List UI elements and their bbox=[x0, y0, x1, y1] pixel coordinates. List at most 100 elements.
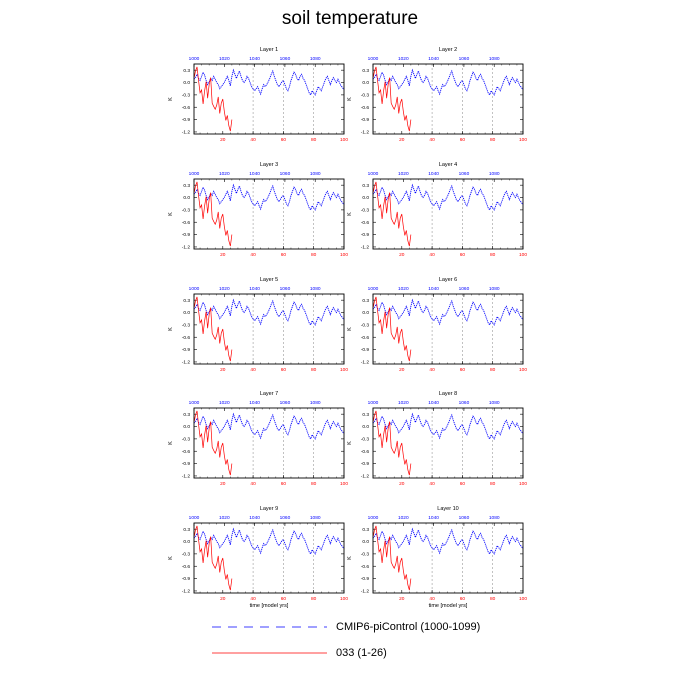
plot-frame bbox=[193, 63, 345, 135]
x-tick-label: 60 bbox=[281, 252, 287, 258]
plot-frame bbox=[193, 293, 345, 365]
y-tick-label: -1.2 bbox=[182, 589, 191, 595]
series-line-experiment bbox=[193, 181, 233, 247]
x-tick-label: 80 bbox=[311, 252, 317, 258]
y-axis-label: K bbox=[347, 556, 353, 560]
top-tick-label: 1080 bbox=[310, 56, 321, 62]
y-tick-label: -0.3 bbox=[182, 436, 191, 442]
y-tick-label: 0.3 bbox=[183, 527, 190, 533]
y-tick-label: 0.3 bbox=[183, 412, 190, 418]
x-tick-label: 20 bbox=[399, 252, 405, 258]
x-tick-label: 60 bbox=[460, 481, 466, 487]
x-tick-label: 20 bbox=[220, 137, 226, 143]
top-tick-label: 1040 bbox=[249, 515, 260, 521]
y-tick-label: -1.2 bbox=[361, 360, 370, 366]
top-tick-label: 1040 bbox=[249, 171, 260, 177]
panel-4: Layer 4 20 40 60 80 100 1000 1020 1040 1060 1080 0.… bbox=[347, 162, 527, 258]
y-tick-label: -0.6 bbox=[361, 564, 370, 570]
x-tick-label: 60 bbox=[281, 367, 287, 373]
y-tick-label: 0.0 bbox=[362, 195, 369, 201]
y-tick-label: 0.0 bbox=[183, 424, 190, 430]
x-tick-label: 100 bbox=[340, 252, 348, 258]
top-tick-label: 1020 bbox=[219, 171, 230, 177]
series-line-control bbox=[372, 183, 524, 211]
y-tick-label: -0.9 bbox=[361, 461, 370, 467]
panel-title: Layer 1 bbox=[260, 47, 278, 53]
y-tick-label: 0.0 bbox=[183, 195, 190, 201]
x-tick-label: 80 bbox=[490, 481, 496, 487]
series-line-control bbox=[193, 298, 345, 326]
y-tick-label: -0.9 bbox=[182, 347, 191, 353]
y-tick-label: 0.3 bbox=[362, 412, 369, 418]
y-tick-label: -0.3 bbox=[361, 551, 370, 557]
x-tick-label: 100 bbox=[340, 481, 348, 487]
x-tick-label: 80 bbox=[311, 481, 317, 487]
series-line-experiment bbox=[193, 66, 233, 132]
y-tick-label: -0.3 bbox=[182, 92, 191, 98]
y-tick-label: 0.0 bbox=[362, 310, 369, 316]
top-tick-label: 1060 bbox=[459, 171, 470, 177]
x-tick-label: 60 bbox=[281, 481, 287, 487]
top-tick-label: 1040 bbox=[428, 515, 439, 521]
top-tick-label: 1080 bbox=[489, 56, 500, 62]
y-tick-label: -1.2 bbox=[182, 360, 191, 366]
panel-8: Layer 8 20 40 60 80 100 1000 1020 1040 1060 1080 0.… bbox=[347, 391, 527, 487]
top-tick-label: 1040 bbox=[428, 286, 439, 292]
top-tick-label: 1020 bbox=[398, 286, 409, 292]
panel-3: Layer 3 20 40 60 80 100 1000 1020 1040 1060 1080 0.… bbox=[168, 162, 348, 258]
top-tick-label: 1080 bbox=[310, 515, 321, 521]
x-tick-label: 80 bbox=[490, 367, 496, 373]
panel-5: Layer 5 20 40 60 80 100 1000 1020 1040 1060 1080 0.… bbox=[168, 277, 348, 373]
y-tick-label: -0.6 bbox=[361, 220, 370, 226]
y-tick-label: 0.0 bbox=[362, 80, 369, 86]
x-tick-label: 60 bbox=[460, 596, 466, 602]
y-axis-label: K bbox=[347, 97, 353, 101]
series-line-experiment bbox=[372, 181, 412, 247]
series-line-experiment bbox=[372, 66, 412, 132]
panel-10: Layer 10 20 40 60 80 100 1000 1020 1040 1060 1080 0… bbox=[347, 506, 527, 609]
x-axis-label: time [model yrs] bbox=[429, 603, 468, 609]
y-tick-label: -0.6 bbox=[182, 335, 191, 341]
top-tick-label: 1040 bbox=[428, 56, 439, 62]
plot-frame bbox=[372, 63, 524, 135]
y-tick-label: 0.3 bbox=[362, 527, 369, 533]
y-tick-label: 0.0 bbox=[183, 539, 190, 545]
top-tick-label: 1020 bbox=[398, 515, 409, 521]
y-tick-label: -1.2 bbox=[361, 474, 370, 480]
y-tick-label: -1.2 bbox=[182, 474, 191, 480]
y-tick-label: -0.9 bbox=[361, 232, 370, 238]
y-tick-label: -0.6 bbox=[361, 335, 370, 341]
x-tick-label: 60 bbox=[460, 252, 466, 258]
y-tick-label: 0.3 bbox=[183, 298, 190, 304]
panel-6: Layer 6 20 40 60 80 100 1000 1020 1040 1060 1080 0.… bbox=[347, 277, 527, 373]
x-tick-label: 100 bbox=[519, 137, 527, 143]
top-tick-label: 1000 bbox=[368, 56, 379, 62]
page-title: soil temperature bbox=[281, 8, 419, 29]
x-tick-label: 40 bbox=[250, 137, 256, 143]
y-tick-label: -1.2 bbox=[361, 245, 370, 251]
x-tick-label: 40 bbox=[250, 367, 256, 373]
top-tick-label: 1040 bbox=[428, 171, 439, 177]
y-tick-label: -0.6 bbox=[361, 105, 370, 111]
top-tick-label: 1060 bbox=[280, 286, 291, 292]
top-tick-label: 1060 bbox=[459, 400, 470, 406]
x-tick-label: 60 bbox=[460, 137, 466, 143]
top-tick-label: 1000 bbox=[368, 171, 379, 177]
top-tick-label: 1060 bbox=[280, 171, 291, 177]
y-tick-label: -0.6 bbox=[182, 105, 191, 111]
panel-title: Layer 6 bbox=[439, 277, 457, 283]
top-tick-label: 1060 bbox=[280, 56, 291, 62]
series-line-experiment bbox=[372, 525, 412, 591]
y-tick-label: 0.3 bbox=[183, 183, 190, 189]
top-tick-label: 1000 bbox=[189, 515, 200, 521]
y-axis-label: K bbox=[168, 97, 174, 101]
y-tick-label: -0.3 bbox=[361, 436, 370, 442]
y-tick-label: -0.9 bbox=[182, 117, 191, 123]
top-tick-label: 1040 bbox=[428, 400, 439, 406]
panel-title: Layer 3 bbox=[260, 162, 278, 168]
y-tick-label: 0.0 bbox=[362, 424, 369, 430]
panel-7: Layer 7 20 40 60 80 100 1000 1020 1040 1060 1080 0.… bbox=[168, 391, 348, 487]
plot-frame bbox=[193, 407, 345, 479]
y-tick-label: -0.9 bbox=[182, 232, 191, 238]
plot-frame bbox=[372, 178, 524, 250]
